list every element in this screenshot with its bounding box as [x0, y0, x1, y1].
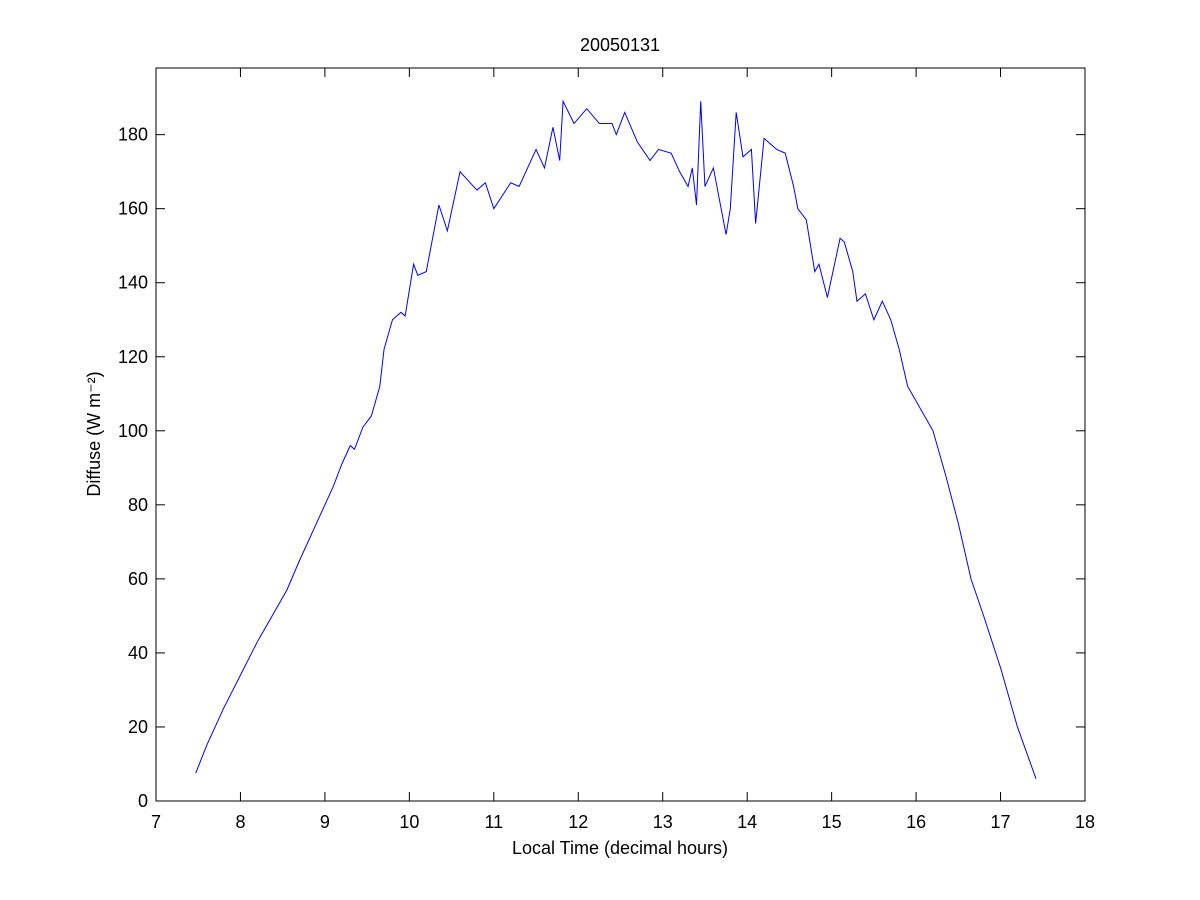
data-line [195, 99, 1037, 779]
x-tick-label: 9 [320, 812, 330, 832]
y-tick-label: 160 [118, 199, 148, 219]
y-axis-label: Diffuse (W m⁻²) [84, 371, 104, 496]
plot-area [155, 67, 1086, 802]
y-tick-label: 180 [118, 125, 148, 145]
x-axis-label: Local Time (decimal hours) [512, 838, 728, 858]
x-tick-label: 17 [991, 812, 1011, 832]
x-tick-label: 8 [235, 812, 245, 832]
y-tick-label: 80 [128, 495, 148, 515]
x-tick-label: 15 [822, 812, 842, 832]
x-tick-label: 16 [906, 812, 926, 832]
x-tick-label: 10 [399, 812, 419, 832]
chart-title: 20050131 [580, 35, 660, 55]
y-tick-label: 140 [118, 273, 148, 293]
x-tick-label: 11 [484, 812, 503, 832]
x-tick-label: 12 [568, 812, 588, 832]
y-tick-label: 60 [128, 569, 148, 589]
x-tick-label: 14 [737, 812, 757, 832]
y-tick-label: 40 [128, 643, 148, 663]
y-tick-label: 0 [138, 791, 148, 811]
y-tick-label: 20 [128, 717, 148, 737]
y-tick-label: 120 [118, 347, 148, 367]
x-tick-label: 18 [1075, 812, 1095, 832]
x-tick-label: 13 [653, 812, 673, 832]
y-tick-label: 100 [118, 421, 148, 441]
x-tick-label: 7 [151, 812, 161, 832]
